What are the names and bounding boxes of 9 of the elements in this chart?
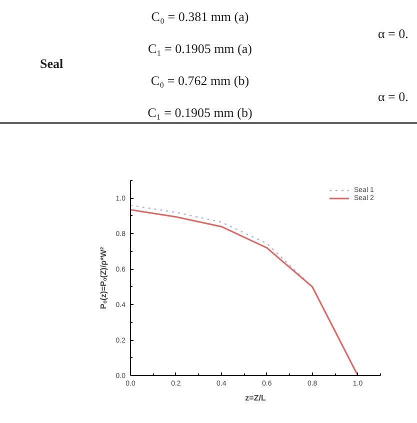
y-axis-title: Pₒ(z)=Pₒ(Z)/ρ*W² (98, 246, 108, 309)
text: C₀ = 0.381 mm (a) (151, 8, 249, 26)
text: α = 0. (378, 25, 408, 43)
text: Seal (40, 55, 64, 73)
text: C₁ = 0.1905 mm (b) (148, 104, 252, 122)
text: α = 0. (378, 88, 408, 106)
text: C₀ = 0.762 mm (b) (150, 72, 250, 90)
text: C₁ = 0.1905 mm (a) (148, 40, 252, 58)
x-axis-title: z=Z/L (245, 394, 266, 402)
